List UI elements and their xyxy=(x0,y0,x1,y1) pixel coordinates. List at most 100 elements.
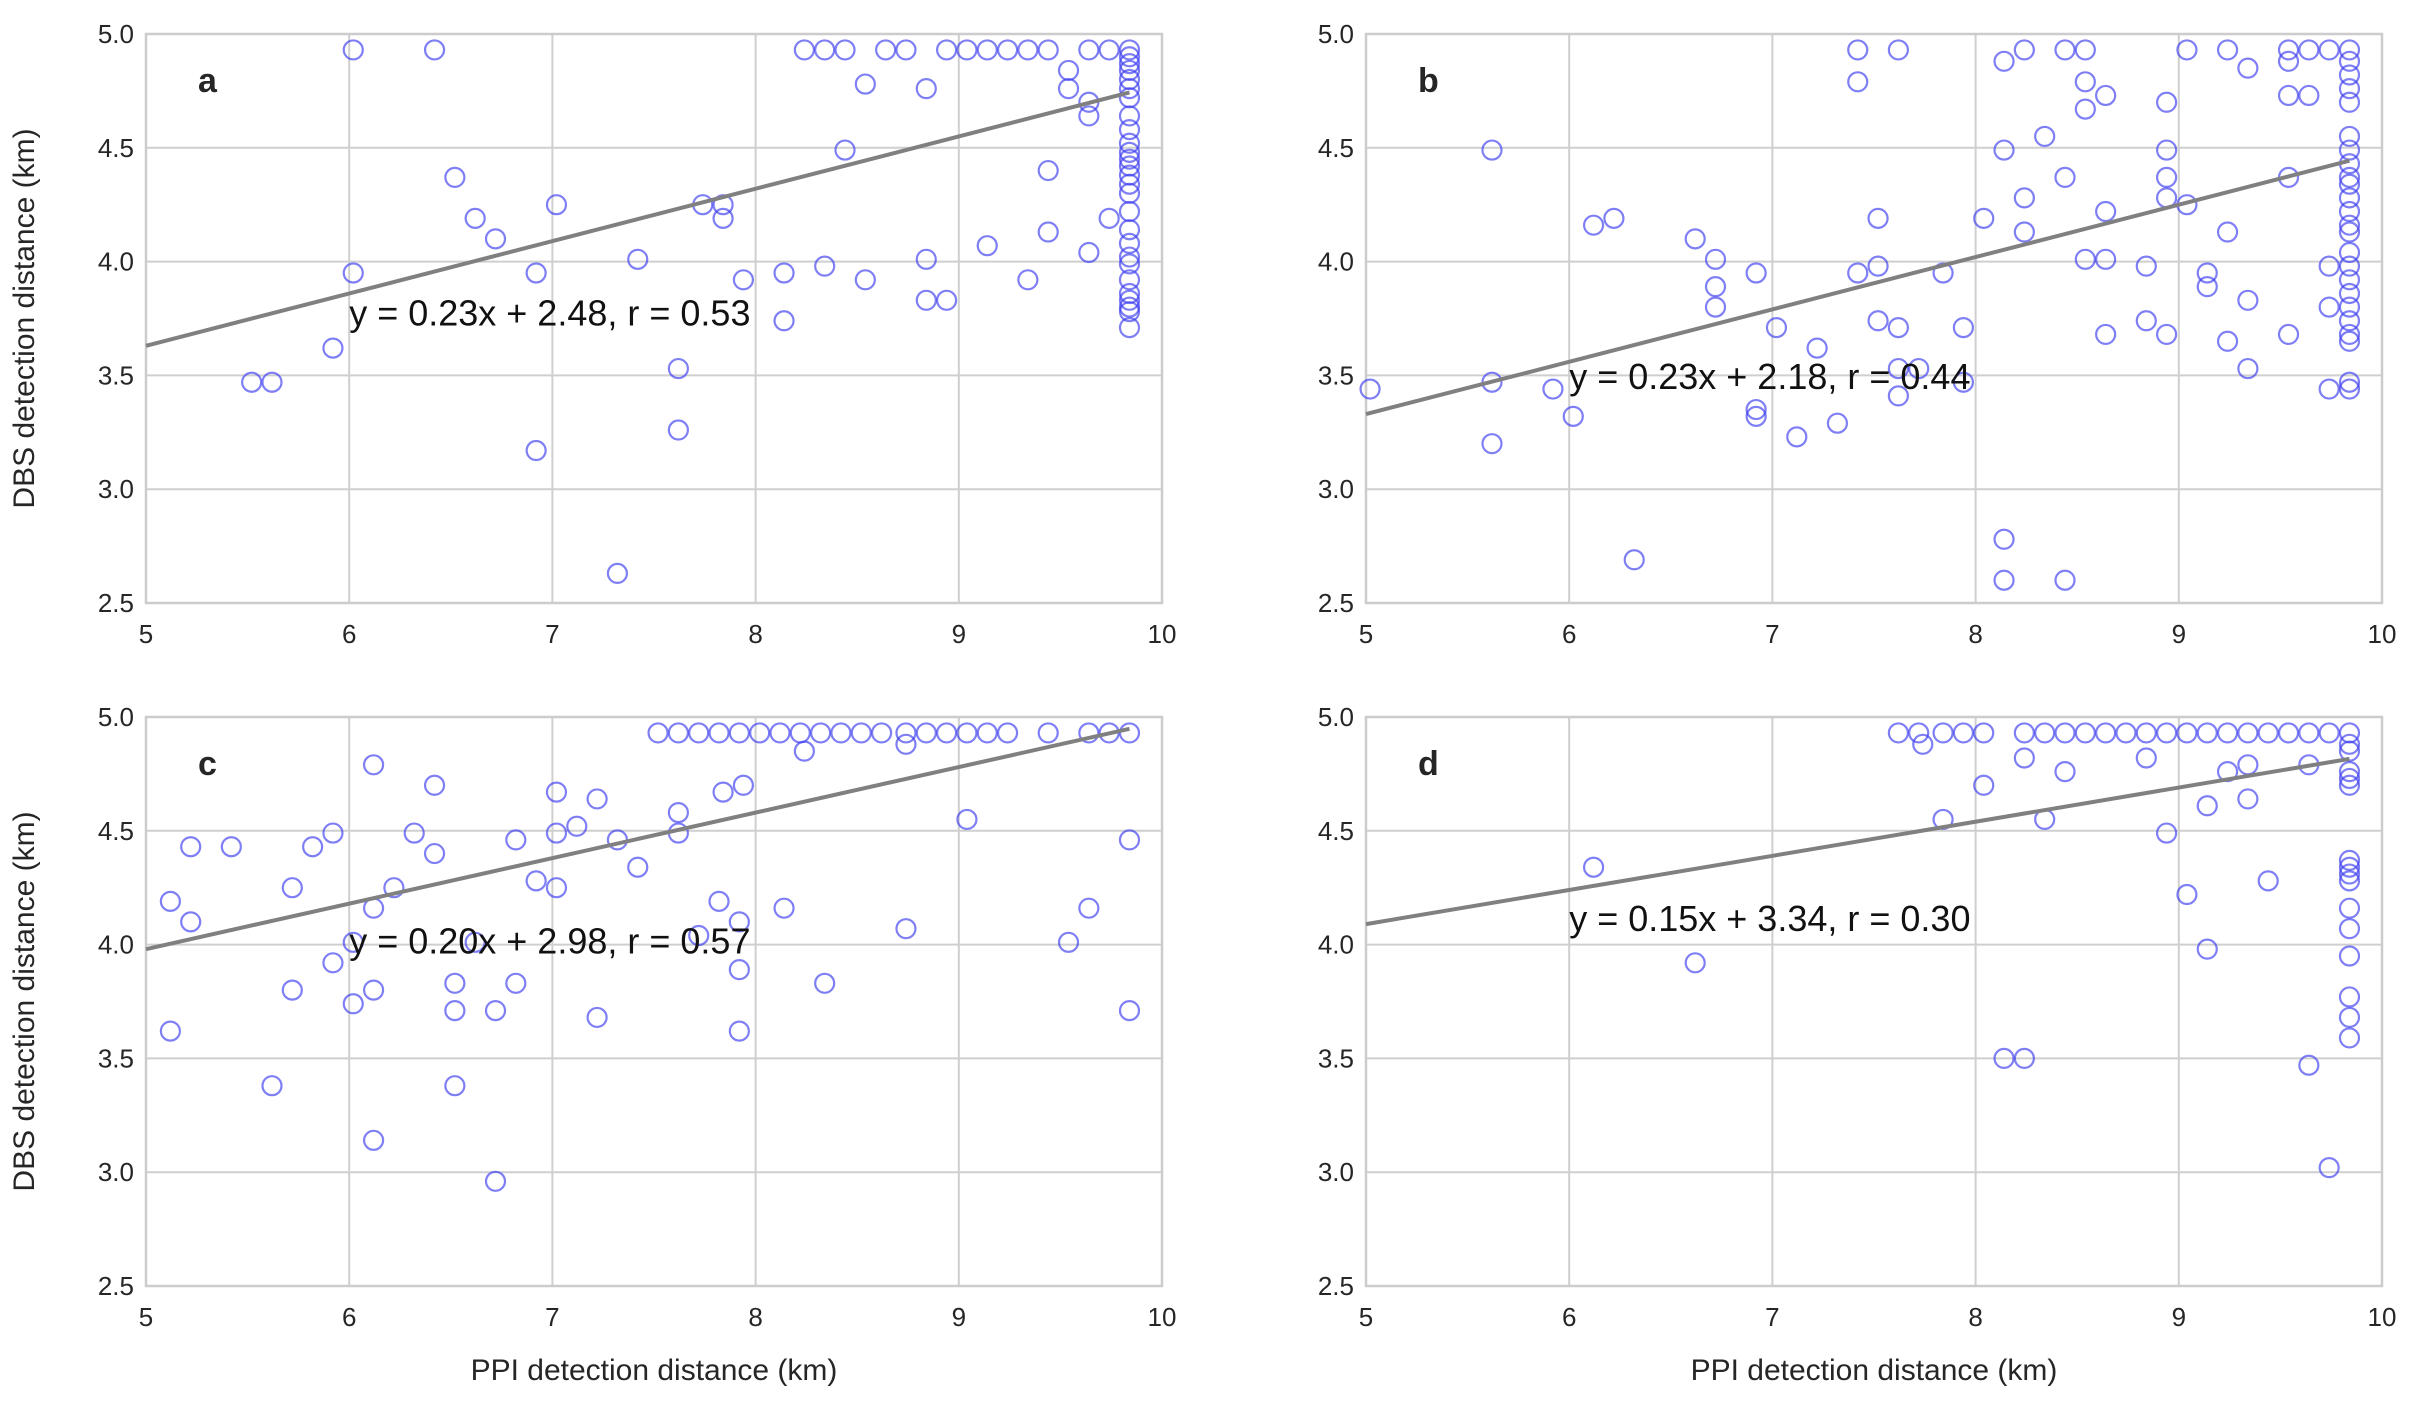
data-point xyxy=(1993,50,2015,72)
y-tick-label: 4.5 xyxy=(98,133,134,163)
data-point xyxy=(2034,125,2056,148)
data-point xyxy=(180,911,202,933)
data-point xyxy=(2338,863,2361,885)
data-point xyxy=(1118,52,1141,75)
y-tick-label: 3.0 xyxy=(1318,474,1354,504)
data-point xyxy=(220,836,242,858)
x-tick-label: 7 xyxy=(545,619,559,649)
data-point xyxy=(342,993,364,1015)
data-point xyxy=(1118,173,1141,195)
data-point xyxy=(1952,722,1975,744)
data-point xyxy=(688,924,710,947)
data-point xyxy=(2237,722,2259,744)
data-point xyxy=(2338,378,2361,400)
data-point xyxy=(996,39,1019,61)
data-point xyxy=(2074,98,2096,120)
data-point xyxy=(1542,378,1564,400)
x-tick-label: 7 xyxy=(1765,619,1779,649)
data-point xyxy=(586,788,608,810)
data-point xyxy=(464,207,486,229)
data-point xyxy=(2156,822,2178,844)
data-point xyxy=(2318,255,2340,277)
data-point xyxy=(2338,173,2361,195)
regression-equation: y = 0.20x + 2.98, r = 0.57 xyxy=(349,921,750,962)
y-tick-label: 4.5 xyxy=(1318,816,1354,846)
x-tick-label: 7 xyxy=(545,1302,559,1332)
data-point xyxy=(2338,214,2361,236)
data-point xyxy=(1098,207,1120,229)
data-point xyxy=(2176,722,2198,744)
data-point xyxy=(1867,255,1889,277)
data-point xyxy=(1993,1047,2015,1070)
data-point xyxy=(2338,856,2361,878)
data-point xyxy=(2338,200,2361,223)
data-point xyxy=(2338,255,2361,277)
data-point xyxy=(2095,200,2117,223)
data-point xyxy=(159,890,181,912)
x-tick-label: 7 xyxy=(1765,1302,1779,1332)
data-point xyxy=(814,972,836,994)
data-point xyxy=(1078,897,1100,919)
data-point xyxy=(2338,282,2361,305)
data-point xyxy=(1481,139,1503,161)
data-point xyxy=(423,774,446,796)
data-point xyxy=(1684,952,1706,974)
data-point xyxy=(2277,722,2300,744)
data-point xyxy=(2338,986,2361,1008)
data-point xyxy=(1098,39,1120,61)
panel-d: 5 6 7 8 9 10 2.5 3.0 3.5 4.0 4.5 5.0 y = 0.15x + 3.3… xyxy=(1318,702,2397,1387)
data-point xyxy=(2013,1047,2035,1070)
data-point xyxy=(444,972,466,994)
y-tick-label: 3.5 xyxy=(1318,1043,1354,1073)
data-point xyxy=(1057,59,1080,82)
data-point xyxy=(1704,248,1727,270)
data-point xyxy=(1118,200,1141,223)
data-point xyxy=(423,39,446,61)
data-point xyxy=(728,1020,750,1042)
data-point xyxy=(2338,330,2361,352)
data-point xyxy=(728,911,750,933)
data-point xyxy=(2216,39,2239,61)
data-point xyxy=(1118,301,1141,323)
y-tick-label: 4.0 xyxy=(98,247,134,277)
x-tick-label: 8 xyxy=(748,619,762,649)
data-point xyxy=(1912,733,1934,755)
data-point xyxy=(342,262,364,284)
y-tick-label: 4.0 xyxy=(98,930,134,960)
data-point xyxy=(2216,221,2239,243)
data-point xyxy=(302,836,324,858)
data-point xyxy=(2013,187,2035,209)
data-point xyxy=(712,781,734,803)
plot-frame xyxy=(1364,715,2384,1288)
data-point xyxy=(2318,1157,2340,1179)
data-point xyxy=(2298,722,2320,744)
x-tick-label: 10 xyxy=(1148,1302,1177,1332)
data-point xyxy=(2196,795,2218,817)
data-point xyxy=(956,39,978,61)
data-point xyxy=(976,39,998,61)
data-point xyxy=(728,959,750,981)
data-point xyxy=(322,952,344,974)
data-point xyxy=(2176,883,2198,906)
data-point xyxy=(566,815,588,837)
data-point xyxy=(1078,722,1100,744)
data-point xyxy=(1118,148,1141,170)
data-point xyxy=(2338,139,2361,161)
data-point xyxy=(793,39,815,61)
data-point xyxy=(362,1129,385,1151)
data-point xyxy=(1118,78,1141,100)
data-point xyxy=(159,1020,181,1042)
data-point xyxy=(667,801,689,824)
data-point xyxy=(2156,139,2178,161)
data-point xyxy=(1993,139,2015,161)
data-point xyxy=(1603,207,1625,229)
data-point xyxy=(1118,722,1141,744)
data-point xyxy=(1887,385,1909,407)
data-point xyxy=(1582,214,1605,236)
data-point xyxy=(1887,357,1909,380)
x-tick-label: 10 xyxy=(2368,1302,2397,1332)
x-tick-label: 9 xyxy=(952,619,966,649)
plot-frame xyxy=(1364,32,2384,605)
data-point xyxy=(1037,722,1059,744)
